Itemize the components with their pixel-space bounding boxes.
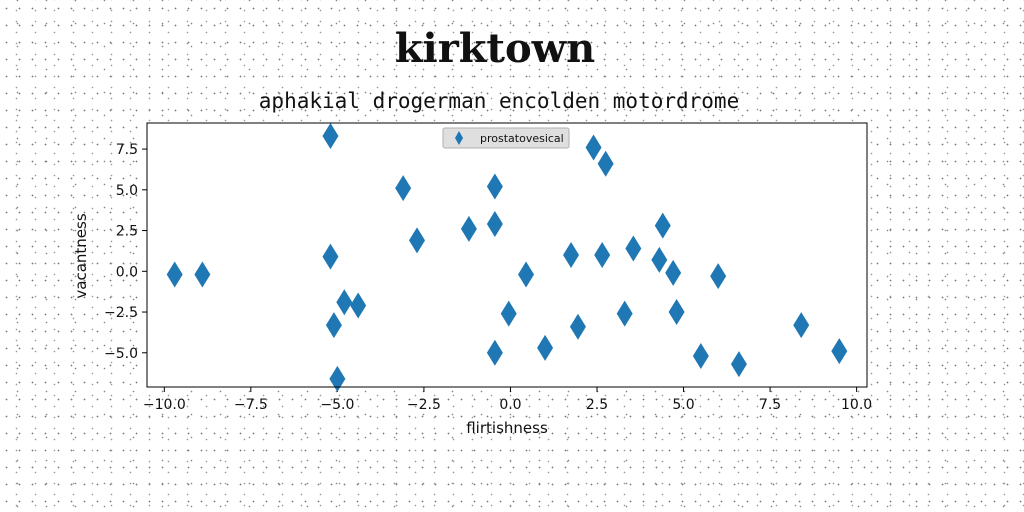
x-tick-label: 5.0 (672, 397, 694, 413)
data-point (166, 261, 183, 288)
x-tick-label: −5.0 (320, 397, 354, 413)
data-point (585, 134, 602, 161)
data-point (486, 339, 503, 366)
data-point (597, 150, 614, 177)
data-point (322, 123, 339, 150)
y-tick-label: −2.5 (104, 305, 138, 321)
data-point (537, 334, 554, 361)
data-point (563, 242, 580, 268)
data-point (668, 299, 685, 326)
data-point (594, 242, 611, 268)
legend-marker-icon (455, 131, 463, 145)
data-points (166, 123, 848, 392)
data-point (665, 259, 682, 286)
data-point (651, 246, 668, 273)
x-tick-label: 7.5 (759, 397, 781, 413)
data-point (395, 175, 412, 202)
legend: prostatovesical (442, 127, 570, 149)
data-point (322, 243, 339, 270)
data-point (710, 263, 727, 290)
data-point (831, 338, 848, 365)
y-tick-label: 7.5 (116, 142, 138, 158)
x-tick-label: −10.0 (143, 397, 186, 413)
data-point (654, 212, 671, 239)
data-point (500, 300, 517, 327)
data-point (325, 312, 342, 339)
y-tick-label: −5.0 (104, 346, 138, 362)
plot-frame (146, 122, 868, 388)
data-point (409, 227, 425, 254)
x-tick-label: 10.0 (841, 397, 872, 413)
data-point (730, 351, 747, 378)
x-axis-label: flirtishness (466, 419, 548, 437)
data-point (329, 365, 346, 392)
y-tick-label: 0.0 (116, 264, 138, 280)
legend-entry: prostatovesical (480, 132, 564, 145)
x-tick-label: −2.5 (407, 397, 441, 413)
legend-box (442, 127, 570, 149)
chart-title: kirktown (395, 25, 595, 72)
data-point (518, 261, 535, 288)
axis-ticks: −10.0 −7.5 −5.0 −2.5 0.0 2.5 5.0 7.5 10.0 −5.0 −2.… (104, 142, 872, 413)
plot-area (147, 123, 867, 387)
x-tick-label: −7.5 (234, 397, 268, 413)
data-point (692, 343, 709, 370)
data-point (194, 261, 211, 288)
x-tick-label: 0.0 (499, 397, 521, 413)
data-point (350, 292, 367, 319)
y-tick-label: 5.0 (116, 183, 138, 199)
data-point (616, 300, 633, 327)
data-point (486, 211, 503, 238)
y-axis-label: vacantness (72, 213, 90, 298)
x-tick-label: 2.5 (586, 397, 608, 413)
data-point (460, 215, 477, 242)
data-point (569, 313, 586, 340)
data-point (793, 312, 810, 339)
data-point (336, 289, 353, 316)
data-point (625, 235, 642, 262)
y-tick-label: 2.5 (116, 224, 138, 240)
chart-subtitle: aphakial drogerman encolden motordrome (259, 89, 739, 113)
data-point (486, 173, 503, 200)
